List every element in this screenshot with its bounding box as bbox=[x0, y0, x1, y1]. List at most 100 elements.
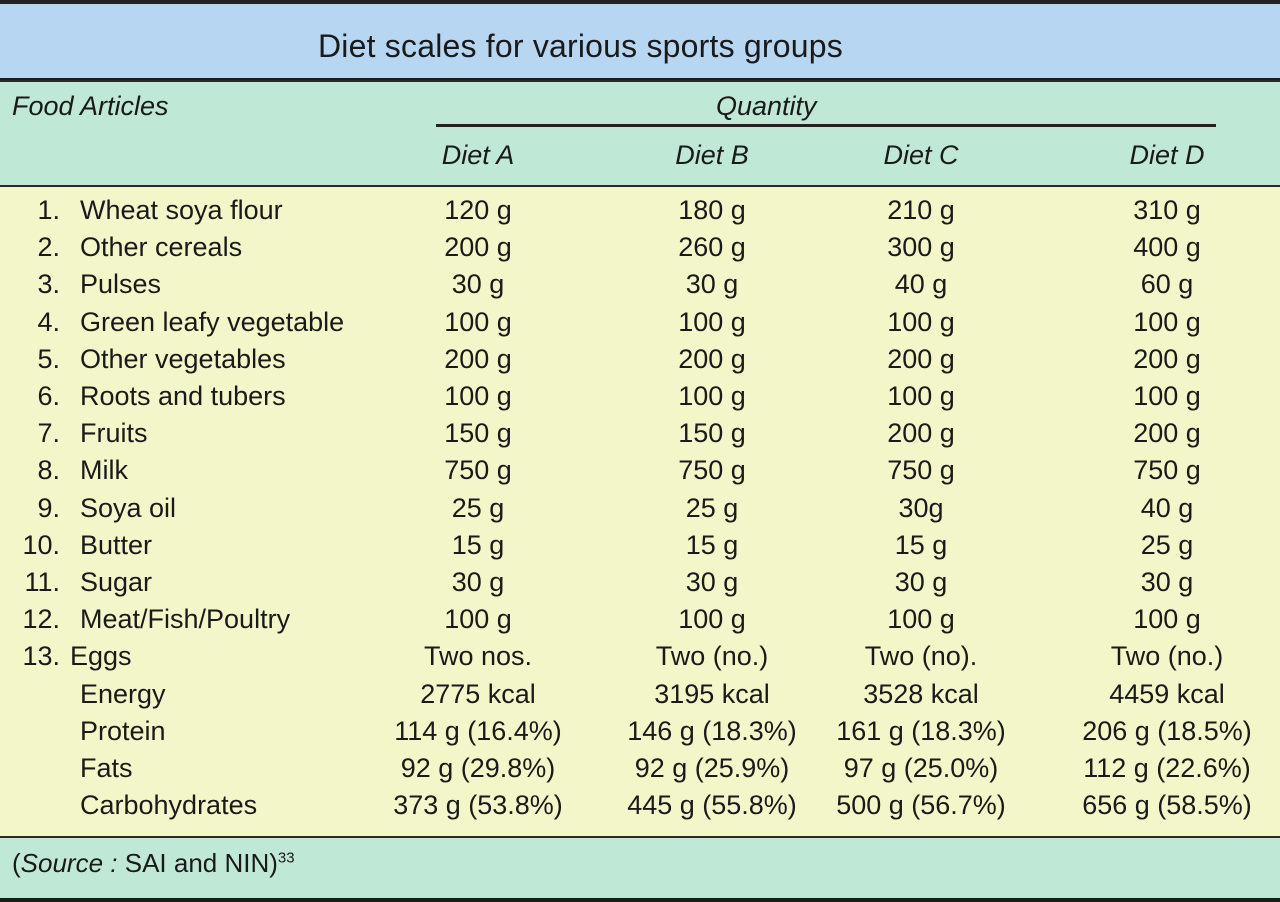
value-diet-b: 445 g (55.8%) bbox=[627, 790, 797, 820]
row-number: 4. bbox=[37, 307, 60, 337]
row-number: 12. bbox=[22, 604, 60, 634]
row-number: 6. bbox=[37, 381, 60, 411]
value-diet-a: 120 g bbox=[444, 195, 512, 225]
value-diet-c: 750 g bbox=[887, 455, 955, 485]
table-row-energy: Energy 2775 kcal 3195 kcal 3528 kcal 4459 kc… bbox=[0, 679, 1280, 716]
row-number: 9. bbox=[37, 493, 60, 523]
food-item: Other vegetables bbox=[80, 344, 286, 374]
value-diet-a: 114 g (16.4%) bbox=[394, 716, 562, 746]
value-diet-c: 300 g bbox=[887, 232, 955, 262]
table-row-milk: 8. Milk 750 g 750 g 750 g 750 g bbox=[0, 455, 1280, 492]
value-diet-c: 200 g bbox=[887, 418, 955, 448]
value-diet-b: 180 g bbox=[678, 195, 746, 225]
food-item: Carbohydrates bbox=[80, 790, 258, 820]
quantity-rule bbox=[436, 124, 1216, 127]
value-diet-c: 30g bbox=[898, 493, 944, 523]
food-item: Milk bbox=[80, 455, 128, 485]
food-item: Other cereals bbox=[80, 232, 243, 262]
table-row-roots-and-tubers: 6. Roots and tubers 100 g 100 g 100 g 100 g bbox=[0, 381, 1280, 418]
value-diet-a: 100 g bbox=[444, 381, 512, 411]
food-item: Fats bbox=[80, 753, 133, 783]
title-band: Diet scales for various sports groups bbox=[0, 4, 1280, 78]
value-diet-d: 310 g bbox=[1133, 195, 1201, 225]
value-diet-c: 100 g bbox=[887, 381, 955, 411]
value-diet-a: 25 g bbox=[451, 493, 505, 523]
row-number: 8. bbox=[37, 455, 60, 485]
value-diet-b: 30 g bbox=[685, 567, 739, 597]
value-diet-b: 260 g bbox=[678, 232, 746, 262]
row-number: 10. bbox=[22, 530, 60, 560]
value-diet-c: 15 g bbox=[894, 530, 948, 560]
value-diet-b: 146 g (18.3%) bbox=[627, 716, 797, 746]
value-diet-d: 4459 kcal bbox=[1109, 679, 1225, 709]
value-diet-a: Two nos. bbox=[423, 641, 533, 671]
table-row-fats: Fats 92 g (29.8%) 92 g (25.9%) 97 g (25.0%)… bbox=[0, 753, 1280, 790]
source-open-paren: ( bbox=[12, 848, 21, 878]
value-diet-d: 25 g bbox=[1140, 530, 1194, 560]
row-number: 2. bbox=[37, 232, 60, 262]
value-diet-c: 97 g (25.0%) bbox=[843, 753, 999, 783]
value-diet-b: 100 g bbox=[678, 307, 746, 337]
header-diet-b: Diet B bbox=[675, 140, 749, 170]
table-row-fruits: 7. Fruits 150 g 150 g 200 g 200 g bbox=[0, 418, 1280, 455]
source-superscript: 33 bbox=[277, 849, 295, 867]
food-item: Sugar bbox=[80, 567, 153, 597]
top-border bbox=[0, 0, 1280, 4]
table-row-sugar: 11. Sugar 30 g 30 g 30 g 30 g bbox=[0, 567, 1280, 604]
value-diet-a: 30 g bbox=[451, 567, 505, 597]
header-diet-a: Diet A bbox=[441, 140, 515, 170]
value-diet-a: 100 g bbox=[444, 307, 512, 337]
value-diet-c: 30 g bbox=[894, 567, 948, 597]
value-diet-c: 100 g bbox=[887, 604, 955, 634]
row-number: 7. bbox=[37, 418, 60, 448]
value-diet-a: 150 g bbox=[444, 418, 512, 448]
value-diet-c: 100 g bbox=[887, 307, 955, 337]
table-row-eggs: 13. Eggs Two nos. Two (no.) Two (no). Two (no… bbox=[0, 641, 1280, 678]
value-diet-b: 200 g bbox=[678, 344, 746, 374]
value-diet-a: 15 g bbox=[451, 530, 505, 560]
food-item: Energy bbox=[80, 679, 166, 709]
value-diet-b: 100 g bbox=[678, 381, 746, 411]
value-diet-a: 750 g bbox=[444, 455, 512, 485]
value-diet-c: Two (no). bbox=[864, 641, 978, 671]
table-row-wheat-soya-flour: 1. Wheat soya flour 120 g 180 g 210 g 310 g bbox=[0, 195, 1280, 232]
source-text: SAI and NIN) bbox=[117, 848, 278, 878]
value-diet-c: 210 g bbox=[887, 195, 955, 225]
header-quantity: Quantity bbox=[716, 91, 817, 121]
value-diet-a: 200 g bbox=[444, 232, 512, 262]
value-diet-a: 100 g bbox=[444, 604, 512, 634]
row-number: 11. bbox=[24, 567, 60, 597]
food-item: Soya oil bbox=[80, 493, 177, 523]
table-title: Diet scales for various sports groups bbox=[318, 28, 843, 64]
value-diet-b: Two (no.) bbox=[655, 641, 769, 671]
food-item: Green leafy vegetable bbox=[80, 307, 345, 337]
food-item: Protein bbox=[80, 716, 166, 746]
table-row-other-cereals: 2. Other cereals 200 g 260 g 300 g 400 g bbox=[0, 232, 1280, 269]
table-row-meat-fish-poultry: 12. Meat/Fish/Poultry 100 g 100 g 100 g 100 g bbox=[0, 604, 1280, 641]
value-diet-d: 100 g bbox=[1133, 307, 1201, 337]
value-diet-b: 150 g bbox=[678, 418, 746, 448]
value-diet-c: 3528 kcal bbox=[863, 679, 979, 709]
value-diet-a: 200 g bbox=[444, 344, 512, 374]
table-footer: (Source : SAI and NIN)33 bbox=[0, 836, 1280, 901]
header-food-articles: Food Articles bbox=[12, 91, 169, 121]
food-item: Roots and tubers bbox=[80, 381, 286, 411]
value-diet-b: 92 g (25.9%) bbox=[634, 753, 790, 783]
food-item: Pulses bbox=[80, 269, 162, 299]
value-diet-c: 500 g (56.7%) bbox=[836, 790, 1006, 820]
header-diet-c: Diet C bbox=[883, 140, 959, 170]
table-body: 1. Wheat soya flour 120 g 180 g 210 g 310 g 2.… bbox=[0, 185, 1280, 838]
value-diet-a: 373 g (53.8%) bbox=[393, 790, 563, 820]
value-diet-b: 25 g bbox=[685, 493, 739, 523]
value-diet-a: 92 g (29.8%) bbox=[400, 753, 556, 783]
header-diet-d: Diet D bbox=[1129, 140, 1205, 170]
value-diet-a: 2775 kcal bbox=[420, 679, 536, 709]
food-item: Eggs bbox=[70, 641, 132, 671]
value-diet-b: 750 g bbox=[678, 455, 746, 485]
source-label: Source : bbox=[20, 848, 118, 878]
value-diet-d: 100 g bbox=[1133, 604, 1201, 634]
value-diet-a: 30 g bbox=[451, 269, 505, 299]
value-diet-d: 30 g bbox=[1140, 567, 1194, 597]
food-item: Meat/Fish/Poultry bbox=[80, 604, 291, 634]
